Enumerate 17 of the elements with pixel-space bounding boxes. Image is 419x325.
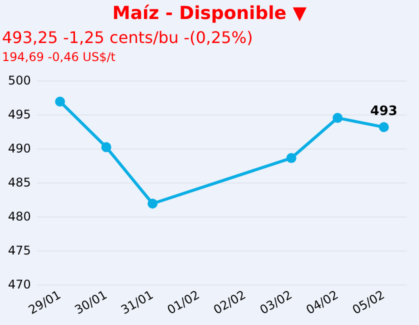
y-tick-label: 485 <box>8 175 31 190</box>
y-tick-label: 490 <box>8 141 31 156</box>
point <box>286 153 296 164</box>
y-tick-label: 495 <box>8 107 31 122</box>
point <box>148 198 158 209</box>
point <box>101 142 112 152</box>
data-label: 493 <box>370 104 398 119</box>
y-tick-label: 500 <box>8 73 31 88</box>
text: 194,69 -0,46 US$/t <box>1 50 116 66</box>
y-tick-label: 475 <box>8 243 31 258</box>
point <box>55 96 66 107</box>
y-tick-label: 470 <box>8 277 31 292</box>
point <box>332 112 343 123</box>
chart-title: Maíz - Disponible ▼ <box>111 3 308 25</box>
point <box>378 122 389 132</box>
chart-subtitle: 493,25 -1,25 cents/bu -(0,25%) <box>1 28 254 48</box>
y-tick-label: 480 <box>8 209 31 224</box>
